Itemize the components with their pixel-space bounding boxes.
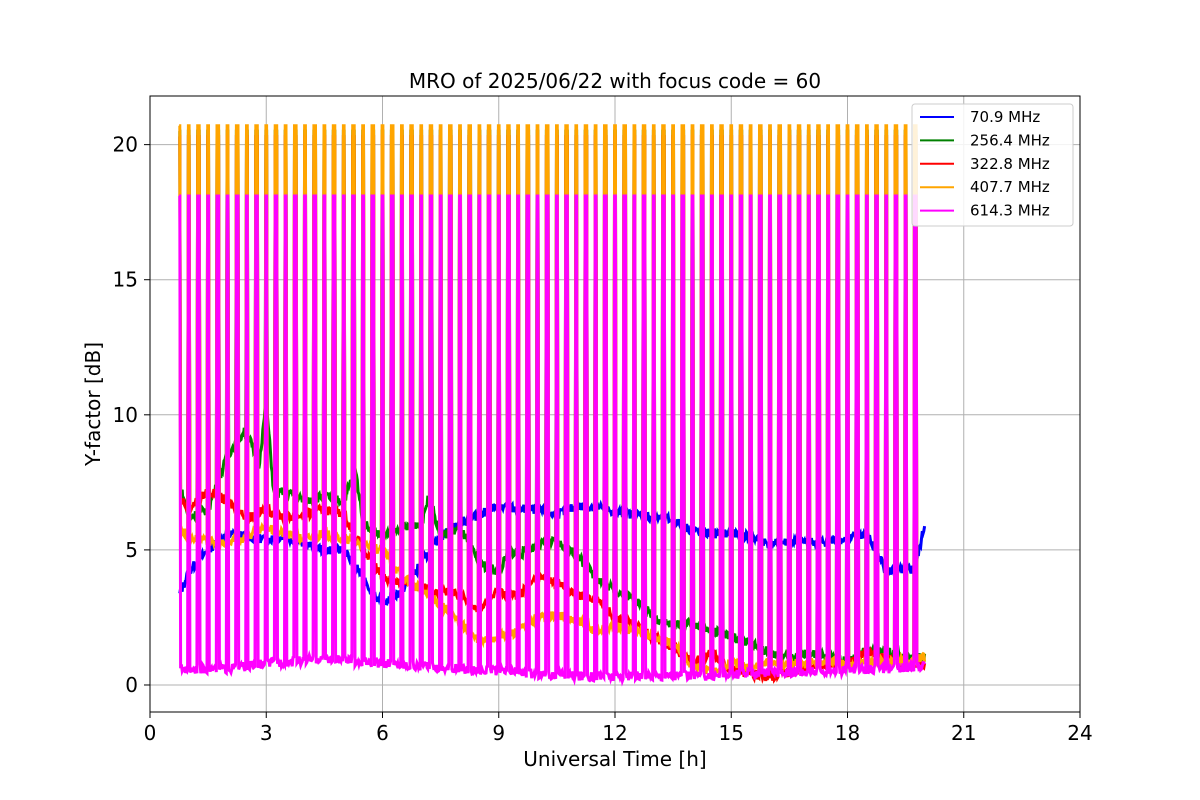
legend-label: 322.8 MHz — [970, 155, 1050, 173]
legend-box — [911, 103, 1074, 227]
x-tick-label: 9 — [492, 721, 505, 745]
x-axis: 0 3 6 9 12 15 18 21 24 — [144, 712, 1093, 745]
y-axis-label: Y-factor [dB] — [81, 342, 105, 467]
y-axis: 0 5 10 15 20 — [113, 133, 150, 697]
legend-label: 256.4 MHz — [970, 131, 1050, 149]
y-tick-label: 10 — [113, 403, 138, 427]
y-tick-label: 0 — [125, 673, 138, 697]
y-tick-label: 20 — [113, 133, 138, 157]
series-line — [178, 194, 926, 687]
series-layer — [178, 124, 927, 687]
legend-label: 614.3 MHz — [970, 202, 1050, 220]
legend-label: 407.7 MHz — [970, 178, 1050, 196]
y-tick-label: 5 — [125, 538, 138, 562]
x-tick-label: 21 — [951, 721, 976, 745]
x-axis-label: Universal Time [h] — [523, 747, 706, 771]
x-tick-label: 18 — [835, 721, 860, 745]
x-tick-label: 24 — [1067, 721, 1092, 745]
x-tick-label: 0 — [144, 721, 157, 745]
x-tick-label: 15 — [719, 721, 744, 745]
legend: 70.9 MHz 256.4 MHz 322.8 MHz 407.7 MHz 614.3… — [911, 103, 1074, 227]
series-4 — [178, 194, 926, 687]
y-tick-label: 15 — [113, 268, 138, 292]
legend-label: 70.9 MHz — [970, 108, 1040, 126]
x-tick-label: 6 — [376, 721, 389, 745]
x-tick-label: 12 — [602, 721, 627, 745]
x-tick-label: 3 — [260, 721, 273, 745]
chart-title: MRO of 2025/06/22 with focus code = 60 — [409, 69, 821, 93]
